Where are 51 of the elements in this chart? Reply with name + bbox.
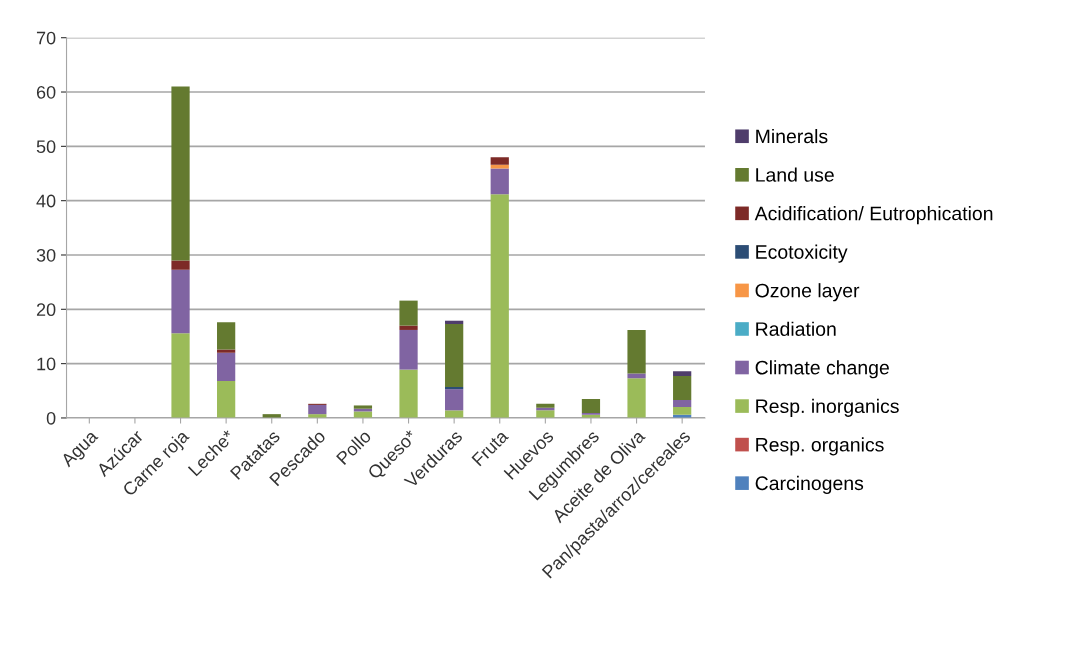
bar bbox=[171, 260, 190, 270]
bar bbox=[171, 333, 190, 418]
bar bbox=[673, 400, 692, 408]
y-tick-label: 20 bbox=[36, 303, 56, 317]
bar bbox=[399, 369, 418, 418]
bar bbox=[445, 389, 464, 411]
y-tick-label: 10 bbox=[37, 357, 56, 371]
bar bbox=[171, 269, 190, 334]
bar bbox=[673, 376, 692, 401]
bar bbox=[581, 398, 601, 414]
bar bbox=[217, 349, 236, 353]
bar bbox=[445, 323, 464, 387]
bar bbox=[490, 164, 509, 169]
legend-label: Radiation bbox=[756, 321, 836, 336]
y-tick-label: 0 bbox=[46, 411, 56, 425]
bar bbox=[445, 320, 464, 324]
legend-label: Climate change bbox=[755, 360, 889, 379]
bar bbox=[490, 194, 509, 418]
bar bbox=[536, 403, 555, 408]
y-tick-label: 50 bbox=[36, 140, 56, 154]
legend-label: Ozone layer bbox=[755, 283, 860, 302]
bar bbox=[536, 410, 555, 418]
y-tick-label: 40 bbox=[36, 194, 56, 208]
bar bbox=[217, 381, 236, 418]
legend-label: Carcinogens bbox=[755, 475, 864, 494]
bar bbox=[490, 157, 509, 165]
bar bbox=[445, 386, 464, 390]
legend-label: Minerals bbox=[756, 128, 828, 144]
bar bbox=[217, 322, 236, 350]
legend-label: Land use bbox=[756, 167, 834, 182]
legend-label: Resp. inorganics bbox=[756, 398, 899, 417]
legend-label: Acidification/ Eutrophication bbox=[754, 206, 993, 225]
bar bbox=[399, 300, 418, 326]
bar bbox=[399, 329, 418, 370]
bar bbox=[399, 325, 418, 330]
bar bbox=[627, 329, 646, 374]
bar bbox=[673, 371, 692, 377]
bar bbox=[673, 407, 692, 415]
bar bbox=[627, 378, 646, 418]
bar bbox=[308, 404, 327, 415]
bar bbox=[490, 168, 509, 195]
y-tick-label: 70 bbox=[36, 31, 56, 45]
y-tick-label: 60 bbox=[36, 85, 56, 99]
legend-label: Ecotoxicity bbox=[756, 244, 848, 263]
bar bbox=[445, 410, 464, 418]
bar bbox=[353, 411, 373, 418]
bar bbox=[171, 86, 190, 261]
bar bbox=[217, 352, 236, 382]
legend-label: Resp. organics bbox=[756, 437, 884, 456]
bar bbox=[627, 373, 646, 379]
y-tick-label: 30 bbox=[36, 248, 56, 262]
